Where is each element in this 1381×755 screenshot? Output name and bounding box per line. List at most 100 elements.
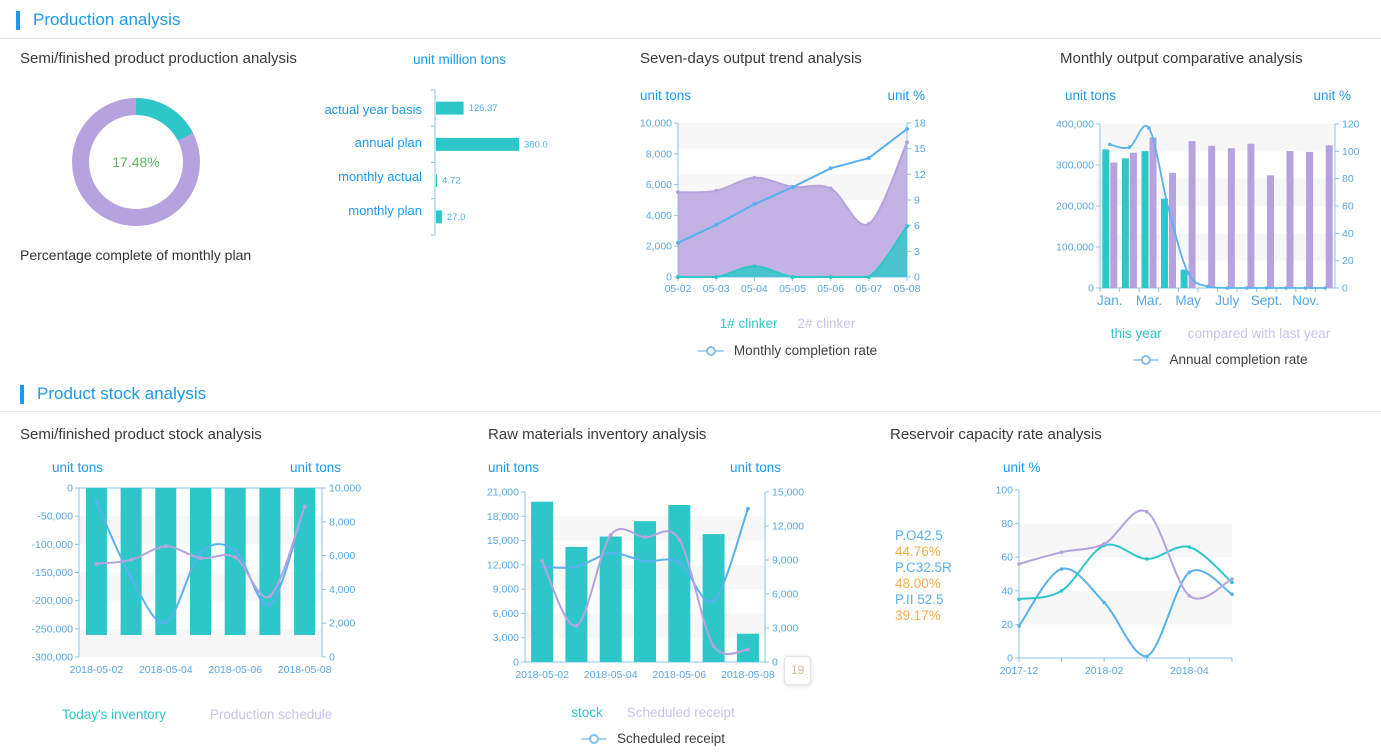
data-point[interactable]	[1264, 286, 1269, 290]
bar-series-this-year[interactable]	[1102, 149, 1188, 288]
data-point[interactable]	[1145, 510, 1149, 514]
legend-item-scheduled-receipt-line[interactable]: Scheduled receipt	[616, 731, 726, 746]
data-point[interactable]	[1102, 542, 1106, 546]
data-point[interactable]	[866, 275, 871, 279]
data-point[interactable]	[94, 499, 99, 504]
data-point[interactable]	[752, 264, 757, 269]
bar[interactable]	[155, 488, 177, 635]
bar[interactable]	[1286, 151, 1294, 288]
data-point[interactable]	[790, 275, 795, 279]
data-point[interactable]	[129, 557, 134, 562]
legend-item-production-schedule[interactable]: Production schedule	[209, 707, 333, 722]
data-point[interactable]	[866, 221, 871, 226]
data-point[interactable]	[1059, 550, 1064, 554]
data-point[interactable]	[302, 504, 307, 509]
data-point[interactable]	[163, 620, 168, 625]
bar[interactable]	[1208, 145, 1216, 288]
bar[interactable]	[531, 501, 554, 662]
line-series-2[interactable]	[540, 507, 750, 604]
data-point[interactable]	[677, 560, 682, 565]
data-point[interactable]	[1059, 589, 1064, 593]
data-point[interactable]	[1017, 562, 1021, 566]
data-point[interactable]	[1245, 286, 1249, 290]
line-series-monthly-completion[interactable]	[676, 127, 909, 245]
data-point[interactable]	[1187, 594, 1192, 598]
bar-series-last-year[interactable]	[1110, 137, 1333, 289]
bar[interactable]	[668, 505, 691, 662]
bar[interactable]	[1180, 269, 1188, 288]
legend-item-1-clinker[interactable]: 1# clinker	[719, 316, 778, 331]
data-point[interactable]	[1187, 545, 1192, 549]
data-point[interactable]	[677, 537, 682, 542]
bar-1[interactable]	[436, 137, 519, 151]
bar-0[interactable]	[436, 101, 464, 115]
bar[interactable]	[599, 536, 622, 663]
data-point[interactable]	[1230, 580, 1234, 585]
bar[interactable]	[1129, 152, 1137, 288]
data-point[interactable]	[1186, 271, 1190, 275]
bar[interactable]	[224, 488, 246, 635]
data-point[interactable]	[94, 562, 99, 566]
data-point[interactable]	[574, 623, 579, 628]
bar[interactable]	[1227, 148, 1235, 288]
data-point[interactable]	[1230, 577, 1234, 581]
data-point[interactable]	[714, 188, 719, 193]
legend-item-scheduled-receipt[interactable]: Scheduled receipt	[626, 705, 735, 720]
data-point[interactable]	[267, 594, 272, 599]
bar[interactable]	[1267, 175, 1274, 289]
data-point[interactable]	[198, 551, 203, 556]
data-point[interactable]	[1147, 126, 1151, 130]
line-series-1[interactable]	[540, 528, 750, 656]
data-point[interactable]	[1059, 567, 1064, 571]
data-point[interactable]	[608, 551, 613, 556]
data-point[interactable]	[233, 548, 238, 553]
data-point[interactable]	[1017, 624, 1021, 628]
bar[interactable]	[1161, 198, 1168, 288]
data-point[interactable]	[711, 598, 716, 603]
legend-item-todays-inventory[interactable]: Today's inventory	[62, 707, 166, 722]
bar[interactable]	[702, 534, 725, 662]
data-point[interactable]	[752, 175, 757, 180]
data-point[interactable]	[608, 533, 613, 538]
bar-3[interactable]	[436, 210, 442, 224]
legend-item-stock[interactable]: stock	[571, 705, 603, 720]
raw-materials-chart[interactable]: 21,000 18,000 15,000 12,000 9,000 6,000 3,000 0…	[487, 478, 818, 690]
area-series-1[interactable]	[676, 140, 909, 277]
data-point[interactable]	[905, 127, 909, 131]
data-point[interactable]	[714, 275, 719, 279]
line-series-pii525[interactable]	[1017, 509, 1234, 600]
bar-2[interactable]	[436, 174, 438, 188]
line-series-2[interactable]	[94, 499, 307, 625]
data-point[interactable]	[828, 166, 833, 171]
bar[interactable]	[1325, 145, 1333, 288]
data-point[interactable]	[1187, 570, 1192, 575]
legend-item-2-clinker[interactable]: 2# clinker	[797, 316, 856, 331]
bar[interactable]	[259, 488, 281, 635]
data-point[interactable]	[905, 140, 909, 145]
data-point[interactable]	[711, 644, 716, 649]
legend-item-this-year[interactable]: this year	[1110, 326, 1162, 341]
data-point[interactable]	[163, 544, 168, 549]
bar[interactable]	[1110, 162, 1118, 289]
line-series-po425[interactable]	[1017, 567, 1234, 659]
plan-bars-series[interactable]: 126.37 380.0 4.72 27.0	[436, 101, 548, 224]
data-point[interactable]	[752, 202, 757, 207]
data-point[interactable]	[676, 275, 680, 279]
data-point[interactable]	[233, 555, 238, 560]
bar[interactable]	[1169, 172, 1176, 288]
data-point[interactable]	[643, 535, 647, 540]
legend-item-monthly-completion-rate[interactable]: Monthly completion rate	[733, 343, 878, 358]
data-point[interactable]	[198, 556, 203, 561]
bar[interactable]	[190, 488, 211, 635]
data-point[interactable]	[267, 602, 272, 607]
donut-chart[interactable]	[66, 92, 206, 232]
data-point[interactable]	[828, 275, 833, 279]
data-point[interactable]	[1303, 286, 1308, 290]
monthly-comparative-chart[interactable]: 400,000 300,000 200,000 100,000 0 120 100 80 60 4…	[1056, 110, 1381, 310]
bar[interactable]	[1188, 141, 1196, 288]
data-point[interactable]	[1108, 142, 1112, 147]
bar[interactable]	[565, 547, 588, 662]
data-point[interactable]	[1230, 592, 1234, 596]
data-point[interactable]	[540, 564, 545, 569]
